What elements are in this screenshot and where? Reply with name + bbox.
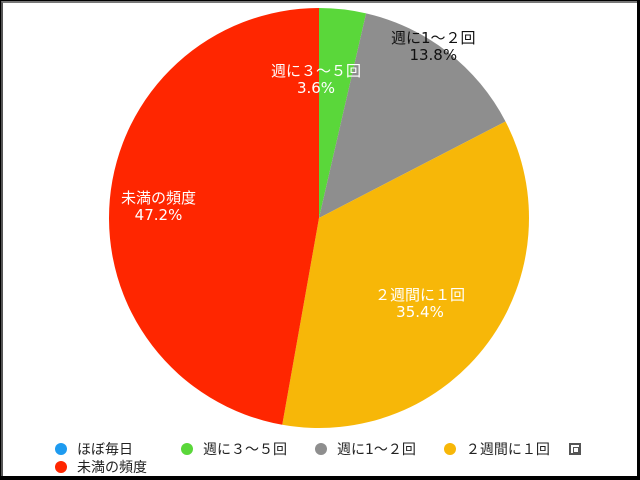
label-yellow: ２週間に１回 35.4% xyxy=(375,287,465,321)
legend-label: ほぼ毎日 xyxy=(77,442,133,458)
label-red-name: 未満の頻度 xyxy=(121,189,197,207)
legend-dot-icon xyxy=(443,443,456,455)
label-green-pct: 3.6% xyxy=(296,79,336,97)
legend-dot-icon xyxy=(181,443,193,455)
pie-chart xyxy=(108,8,529,429)
label-green: 週に３〜５回 3.6% xyxy=(271,63,361,97)
legend-item-daily[interactable]: ほぼ毎日 xyxy=(55,439,133,459)
expand-icon[interactable] xyxy=(569,443,581,455)
pie-slice[interactable] xyxy=(319,13,506,219)
legend-item-biweekly[interactable]: ２週間に１回 xyxy=(443,439,550,459)
legend-dot-icon xyxy=(55,461,67,473)
legend-dot-icon xyxy=(55,443,67,455)
legend-item-3to5[interactable]: 週に３〜５回 xyxy=(181,439,287,459)
label-gray: 週に1〜２回 13.8% xyxy=(391,30,476,64)
legend-item-less[interactable]: 未満の頻度 xyxy=(55,457,147,477)
label-red-pct: 47.2% xyxy=(134,206,183,224)
label-yellow-name: ２週間に１回 xyxy=(375,286,466,304)
label-green-name: 週に３〜５回 xyxy=(271,62,362,80)
pie-slice[interactable] xyxy=(319,8,367,218)
legend-label: 未満の頻度 xyxy=(77,460,147,476)
pie-slice[interactable] xyxy=(108,8,320,425)
label-yellow-pct: 35.4% xyxy=(396,303,444,321)
legend-label: ２週間に１回 xyxy=(465,442,550,458)
legend-label: 週に1〜２回 xyxy=(337,442,416,458)
pie-slice[interactable] xyxy=(282,121,529,429)
legend-dot-icon xyxy=(315,443,327,455)
label-gray-pct: 13.8% xyxy=(409,46,458,64)
legend-label: 週に３〜５回 xyxy=(203,442,287,458)
label-gray-name: 週に1〜２回 xyxy=(391,29,476,47)
legend-item-1to2[interactable]: 週に1〜２回 xyxy=(315,439,416,459)
label-red: 未満の頻度 47.2% xyxy=(121,190,196,224)
legend: ほぼ毎日 週に３〜５回 週に1〜２回 ２週間に１回 未満の頻度 xyxy=(55,440,615,476)
